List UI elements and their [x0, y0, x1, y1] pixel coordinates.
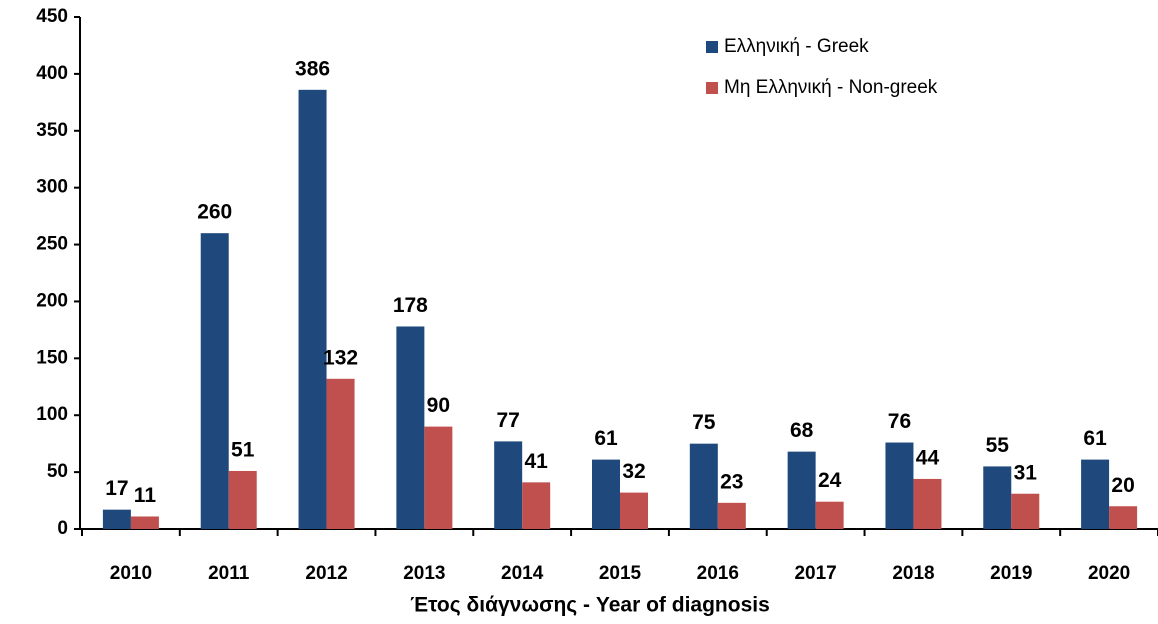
bar [1109, 506, 1138, 529]
bar [396, 326, 425, 529]
bar [102, 509, 131, 529]
bar [620, 492, 648, 529]
bar [522, 482, 551, 529]
legend-label: Ελληνική - Greek [724, 36, 869, 57]
bar [885, 442, 914, 529]
data-label: 44 [916, 446, 940, 469]
data-label: 61 [594, 427, 618, 450]
bar [326, 378, 355, 529]
data-label: 11 [134, 484, 157, 507]
data-label: 55 [986, 434, 1010, 457]
bar [1081, 459, 1110, 529]
legend-swatch [706, 82, 718, 94]
y-tick-label: 200 [36, 290, 68, 311]
bar [228, 470, 257, 529]
data-label: 41 [525, 450, 549, 473]
data-label: 24 [818, 469, 842, 492]
bar [200, 233, 229, 529]
bar [592, 459, 620, 529]
y-tick-label: 450 [36, 6, 68, 27]
y-tick-label: 150 [36, 347, 68, 368]
bar [298, 89, 327, 529]
bar [1011, 493, 1040, 529]
x-tick-label: 2017 [794, 563, 836, 584]
y-tick-label: 0 [57, 518, 68, 539]
bar [787, 451, 816, 529]
data-label: 77 [497, 409, 520, 432]
data-label: 51 [231, 439, 255, 462]
data-label: 132 [323, 346, 358, 369]
y-tick-label: 250 [36, 234, 68, 255]
bar [689, 443, 718, 529]
data-label: 75 [692, 411, 716, 434]
data-label: 68 [790, 419, 814, 442]
bar [717, 502, 746, 529]
y-tick-label: 350 [36, 120, 68, 141]
x-tick-label: 2018 [892, 563, 934, 584]
data-label: 20 [1111, 474, 1134, 497]
data-label: 76 [888, 410, 911, 433]
data-label: 31 [1014, 461, 1038, 484]
data-label: 386 [295, 57, 330, 80]
x-tick-label: 2010 [110, 563, 152, 584]
x-tick-label: 2012 [305, 563, 347, 584]
legend-label: Μη Ελληνική - Non-greek [724, 77, 938, 98]
bar [913, 478, 942, 529]
x-tick-label: 2011 [208, 563, 250, 584]
bar [130, 516, 159, 529]
y-tick-label: 100 [36, 404, 68, 425]
data-label: 17 [105, 477, 128, 500]
x-tick-label: 2019 [990, 563, 1032, 584]
y-tick-label: 300 [36, 177, 68, 198]
bar [424, 426, 453, 529]
data-label: 61 [1083, 427, 1107, 450]
x-tick-label: 2020 [1088, 563, 1130, 584]
x-tick-label: 2016 [697, 563, 739, 584]
data-label: 32 [622, 460, 645, 483]
data-label: 178 [393, 294, 428, 317]
legend-swatch [706, 41, 718, 53]
x-tick-label: 2013 [403, 563, 445, 584]
bar [983, 466, 1012, 529]
data-label: 23 [720, 470, 743, 493]
bar [815, 501, 844, 529]
bar [494, 441, 523, 529]
x-tick-label: 2015 [599, 563, 642, 584]
x-axis-title: Έτος διάγνωσης - Year of diagnosis [410, 594, 770, 617]
data-label: 260 [197, 201, 232, 224]
y-tick-label: 50 [47, 461, 68, 482]
y-tick-label: 400 [36, 63, 68, 84]
data-label: 90 [427, 394, 450, 417]
x-tick-label: 2014 [501, 563, 544, 584]
